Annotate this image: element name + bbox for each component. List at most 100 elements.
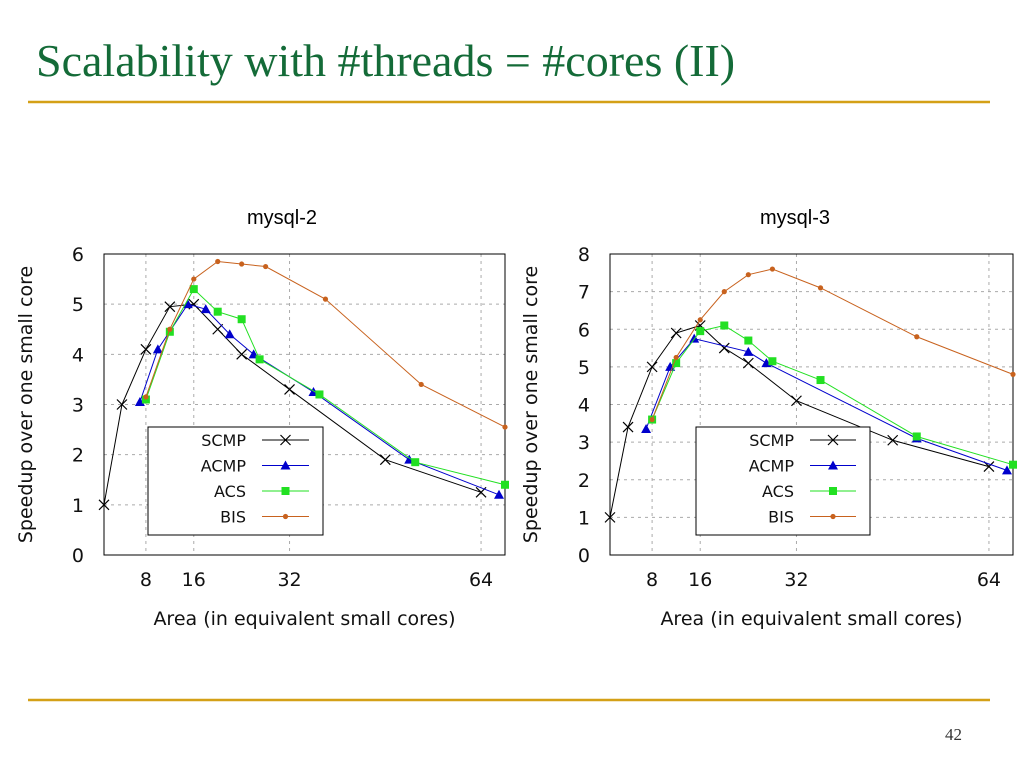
x-axis-label: Area (in equivalent small cores) [153, 608, 455, 630]
data-point [745, 272, 751, 278]
data-point [237, 315, 246, 324]
data-point [743, 346, 754, 356]
x-tick-label: 32 [277, 569, 301, 591]
data-point [1010, 371, 1016, 377]
x-tick-label: 32 [784, 569, 808, 591]
series-line [103, 303, 482, 505]
data-point [1009, 460, 1017, 469]
data-point [744, 336, 753, 345]
y-tick-label: 1 [72, 495, 84, 517]
y-tick-label: 0 [72, 545, 84, 567]
data-point [697, 317, 703, 323]
data-point [914, 334, 920, 340]
legend-marker [281, 487, 290, 495]
data-point [721, 289, 727, 295]
data-point [191, 276, 197, 282]
data-point [817, 285, 824, 291]
legend-label: BIS [768, 508, 794, 527]
chart-title: mysql-3 [760, 207, 830, 229]
data-point [255, 355, 264, 364]
data-point [604, 511, 616, 523]
y-tick-label: 6 [72, 244, 84, 266]
y-tick-label: 0 [578, 545, 590, 567]
y-tick-label: 5 [578, 357, 590, 379]
data-point [718, 342, 730, 354]
data-point [494, 489, 505, 499]
y-tick-label: 2 [578, 470, 590, 492]
y-tick-label: 5 [72, 294, 84, 316]
x-axis-label: Area (in equivalent small cores) [660, 608, 962, 630]
y-axis-label: Speedup over one small core [15, 266, 37, 543]
data-point [379, 454, 391, 466]
data-point [665, 361, 676, 371]
y-tick-label: 7 [578, 282, 590, 304]
data-point [720, 321, 729, 330]
data-point [200, 304, 211, 314]
plot-frame [609, 253, 1014, 556]
data-point [501, 480, 509, 489]
chart-title: mysql-2 [247, 207, 317, 229]
y-tick-label: 3 [578, 432, 590, 454]
x-tick-label: 8 [646, 569, 658, 591]
x-tick-label: 16 [182, 569, 206, 591]
data-point [649, 416, 655, 423]
legend-marker [280, 460, 291, 470]
y-tick-label: 2 [72, 445, 84, 467]
legend-label: ACMP [201, 457, 247, 476]
x-tick-label: 64 [977, 569, 1001, 591]
legend-label: ACS [762, 482, 794, 501]
series-line [609, 324, 990, 518]
data-point [502, 424, 508, 430]
data-point [164, 301, 176, 313]
x-tick-label: 16 [688, 569, 712, 591]
x-tick-label: 64 [469, 569, 493, 591]
data-point [239, 261, 245, 267]
y-tick-label: 8 [578, 244, 590, 266]
data-point [689, 333, 700, 343]
data-point [182, 299, 193, 309]
data-point [912, 432, 921, 441]
data-point [116, 399, 128, 410]
slide-title: Scalability with #threads = #cores (II) [36, 35, 735, 86]
data-point [284, 384, 295, 395]
data-point [816, 376, 825, 385]
data-point [152, 344, 163, 354]
data-point [322, 296, 329, 302]
legend-marker [282, 513, 289, 520]
data-point [791, 395, 802, 407]
data-point [134, 396, 145, 406]
data-point [1001, 465, 1012, 475]
x-tick-label: 8 [140, 569, 152, 591]
data-point [236, 348, 248, 360]
y-tick-label: 3 [72, 395, 84, 417]
legend-marker [827, 434, 839, 446]
data-point [315, 390, 324, 399]
legend-label: SCMP [749, 431, 794, 450]
series-line [145, 261, 506, 428]
legend-marker [830, 513, 836, 520]
data-point [742, 357, 754, 369]
data-point [262, 263, 269, 270]
legend-marker [828, 460, 838, 470]
legend-label: BIS [220, 508, 246, 527]
data-point [140, 343, 152, 355]
page-number: 42 [945, 725, 962, 744]
plot-frame [103, 253, 506, 556]
data-point [670, 327, 682, 339]
data-point [213, 307, 222, 316]
y-axis-label: Speedup over one small core [520, 266, 542, 543]
data-point [418, 381, 424, 388]
data-point [672, 359, 681, 368]
legend-label: ACMP [749, 457, 795, 476]
legend-label: SCMP [201, 431, 246, 450]
data-point [673, 354, 679, 361]
y-tick-label: 1 [578, 507, 590, 529]
y-tick-label: 4 [72, 344, 84, 366]
legend-label: ACS [214, 482, 246, 501]
data-point [768, 357, 777, 366]
y-tick-label: 4 [578, 395, 590, 417]
y-tick-label: 6 [578, 319, 590, 341]
data-point [646, 361, 658, 373]
